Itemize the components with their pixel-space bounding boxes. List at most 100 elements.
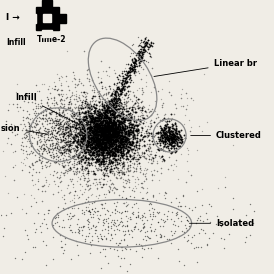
Point [113,137,117,142]
Point [110,124,114,129]
Point [101,159,106,163]
Point [112,81,116,85]
Point [84,139,89,143]
Point [116,121,120,126]
Point [104,140,109,145]
Point [121,149,126,153]
Point [98,151,103,155]
Point [104,143,109,148]
Point [125,133,129,138]
Point [80,136,84,140]
Point [110,118,115,122]
Point [78,150,82,154]
Point [41,112,45,117]
Point [119,256,124,261]
Point [141,168,146,173]
Point [95,125,99,130]
Point [93,122,98,127]
Point [117,143,121,148]
Point [111,123,116,127]
Point [95,143,99,147]
Point [101,140,105,145]
Point [106,174,110,178]
Point [151,194,155,198]
Point [97,152,101,156]
Point [103,129,107,133]
Point [110,98,115,102]
Point [172,144,176,148]
Point [161,145,165,149]
Point [139,213,144,218]
Point [120,210,124,215]
Point [104,144,108,148]
Point [105,137,109,142]
Point [105,125,109,130]
Point [97,124,101,128]
Point [102,104,106,108]
Point [162,123,167,127]
Point [128,117,132,122]
Point [127,125,132,129]
Point [161,139,165,144]
Point [174,135,179,139]
Point [110,122,114,126]
Point [122,80,127,84]
Point [109,148,113,152]
Point [175,132,179,136]
Point [33,121,38,126]
Point [77,169,81,173]
Point [78,125,82,129]
Point [30,173,34,177]
Point [67,134,72,138]
Point [55,113,59,118]
Point [169,142,173,146]
Point [119,95,124,99]
Point [58,120,62,125]
Point [108,125,112,130]
Point [128,169,132,173]
Point [103,115,107,119]
Point [98,156,103,161]
Point [93,210,97,215]
Point [198,227,203,231]
Point [95,115,99,120]
Point [39,133,44,138]
Point [126,70,130,75]
Point [25,236,30,241]
Point [170,140,174,144]
Point [113,163,118,167]
Point [201,228,205,232]
Point [93,157,98,161]
Point [101,129,105,133]
Point [88,104,92,109]
Point [85,162,90,166]
Point [130,121,134,126]
Point [132,70,136,75]
Point [74,126,78,131]
Point [125,99,129,104]
Point [97,118,102,123]
Point [115,150,120,155]
Point [95,168,99,173]
Point [118,124,122,128]
Point [132,125,136,129]
Point [72,134,76,138]
Point [156,141,160,145]
Point [167,129,172,134]
Point [124,144,128,148]
Point [114,147,118,151]
Point [118,175,123,179]
Point [117,121,122,125]
Point [116,90,120,95]
Point [169,135,173,139]
Point [120,89,124,94]
Point [102,127,107,131]
Point [97,134,101,138]
Point [108,152,113,156]
Point [107,154,112,159]
Point [104,167,108,172]
Point [158,130,162,134]
Point [74,88,78,93]
Point [98,161,102,165]
Point [77,124,81,129]
